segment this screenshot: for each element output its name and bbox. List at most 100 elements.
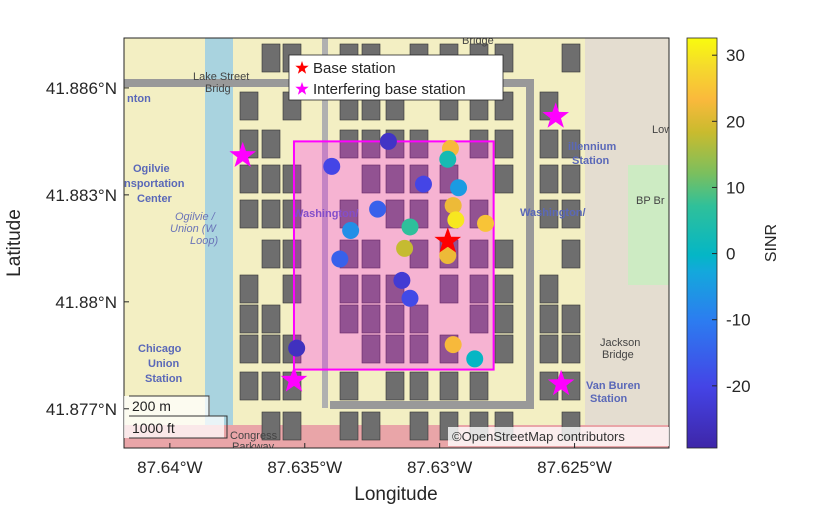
building — [439, 274, 459, 304]
building — [539, 164, 559, 194]
building — [261, 239, 281, 269]
receiver-point[interactable] — [379, 132, 397, 150]
receiver-point[interactable] — [393, 271, 411, 289]
receiver-point[interactable] — [331, 250, 349, 268]
legend-star-base — [295, 61, 309, 74]
map-label: Center — [137, 193, 173, 205]
building — [261, 129, 281, 159]
colorbar-tick-label: 10 — [726, 178, 745, 197]
attribution-text[interactable]: ©OpenStreetMap contributors — [452, 429, 625, 444]
receiver-point[interactable] — [414, 175, 432, 193]
building — [469, 239, 489, 269]
y-tick-label: 41.88°N — [55, 293, 117, 312]
building — [361, 304, 381, 334]
y-tick-label: 41.877°N — [46, 400, 117, 419]
map-label: Chicago — [138, 343, 182, 355]
x-axis: 87.64°W 87.635°W 87.63°W 87.625°W — [137, 443, 612, 477]
building — [494, 274, 514, 304]
interfering-base-station-marker[interactable] — [280, 366, 308, 392]
building — [261, 371, 281, 401]
x-axis-label: Longitude — [354, 484, 437, 505]
map-frame — [123, 37, 670, 449]
receiver-point[interactable] — [444, 197, 462, 215]
building — [261, 411, 281, 441]
building — [361, 239, 381, 269]
building — [561, 199, 581, 229]
interfering-base-station-marker[interactable] — [229, 141, 256, 167]
building — [339, 129, 359, 159]
receiver-point[interactable] — [439, 246, 457, 264]
highway-right — [526, 79, 534, 409]
building — [494, 334, 514, 364]
colorbar-tick-label: -10 — [726, 311, 751, 330]
receiver-point[interactable] — [342, 222, 360, 240]
building — [561, 164, 581, 194]
building — [494, 239, 514, 269]
building — [339, 274, 359, 304]
colorbar-tick-label: 20 — [726, 112, 745, 131]
receiver-point[interactable] — [369, 200, 387, 218]
building — [282, 199, 302, 229]
building — [261, 334, 281, 364]
colorbar-tick-label: 30 — [726, 46, 745, 65]
building — [261, 199, 281, 229]
building — [409, 129, 429, 159]
receiver-point[interactable] — [447, 211, 465, 229]
y-axis: 41.886°N 41.883°N 41.88°N 41.877°N — [46, 79, 129, 419]
scale-imperial: 1000 ft — [132, 420, 175, 436]
interfering-base-station-marker[interactable] — [547, 369, 575, 396]
building — [282, 274, 302, 304]
building — [385, 371, 405, 401]
building — [439, 371, 459, 401]
map-label: Ogilvie — [133, 163, 170, 175]
map-label: Low — [652, 124, 672, 136]
map-label: Washington/ — [520, 207, 586, 219]
x-tick-label: 87.625°W — [537, 458, 612, 477]
scale-metric: 200 m — [132, 398, 171, 414]
building — [409, 334, 429, 364]
park-green — [628, 165, 669, 285]
x-tick-label: 87.64°W — [137, 458, 202, 477]
map-label: nsportation — [124, 178, 185, 190]
receiver-point[interactable] — [466, 350, 484, 368]
building — [239, 274, 259, 304]
receiver-point[interactable] — [477, 214, 495, 232]
building — [282, 239, 302, 269]
building — [239, 371, 259, 401]
legend[interactable]: Base station Interfering base station — [288, 54, 504, 101]
building — [494, 164, 514, 194]
base-station-marker[interactable] — [434, 227, 462, 253]
receiver-point[interactable] — [444, 336, 462, 354]
building — [494, 304, 514, 334]
legend-label-base: Base station — [313, 60, 396, 77]
receiver-point[interactable] — [288, 339, 306, 357]
building — [239, 199, 259, 229]
x-tick-label: 87.635°W — [267, 458, 342, 477]
attribution[interactable]: ©OpenStreetMap contributors — [448, 427, 669, 446]
receiver-point[interactable] — [439, 150, 457, 168]
building — [261, 43, 281, 73]
building — [282, 411, 302, 441]
receiver-point[interactable] — [401, 218, 419, 236]
map-label: Bridge — [462, 35, 494, 47]
building — [239, 91, 259, 121]
interfering-base-station-marker[interactable] — [542, 102, 569, 128]
building — [385, 199, 405, 229]
map-label: Van Buren — [586, 380, 641, 392]
colorbar: 30 20 10 0 -10 -20 SINR — [686, 37, 780, 449]
building — [361, 164, 381, 194]
building — [361, 274, 381, 304]
map-label: Loop) — [190, 235, 218, 247]
building — [282, 164, 302, 194]
receiver-point[interactable] — [401, 289, 419, 307]
map-label: BP Br — [636, 195, 665, 207]
building — [409, 371, 429, 401]
receiver-point[interactable] — [396, 239, 414, 257]
building — [239, 164, 259, 194]
river — [205, 38, 233, 448]
building — [339, 371, 359, 401]
map-label: Union — [148, 358, 179, 370]
receiver-point[interactable] — [450, 179, 468, 197]
receiver-point[interactable] — [323, 157, 341, 175]
